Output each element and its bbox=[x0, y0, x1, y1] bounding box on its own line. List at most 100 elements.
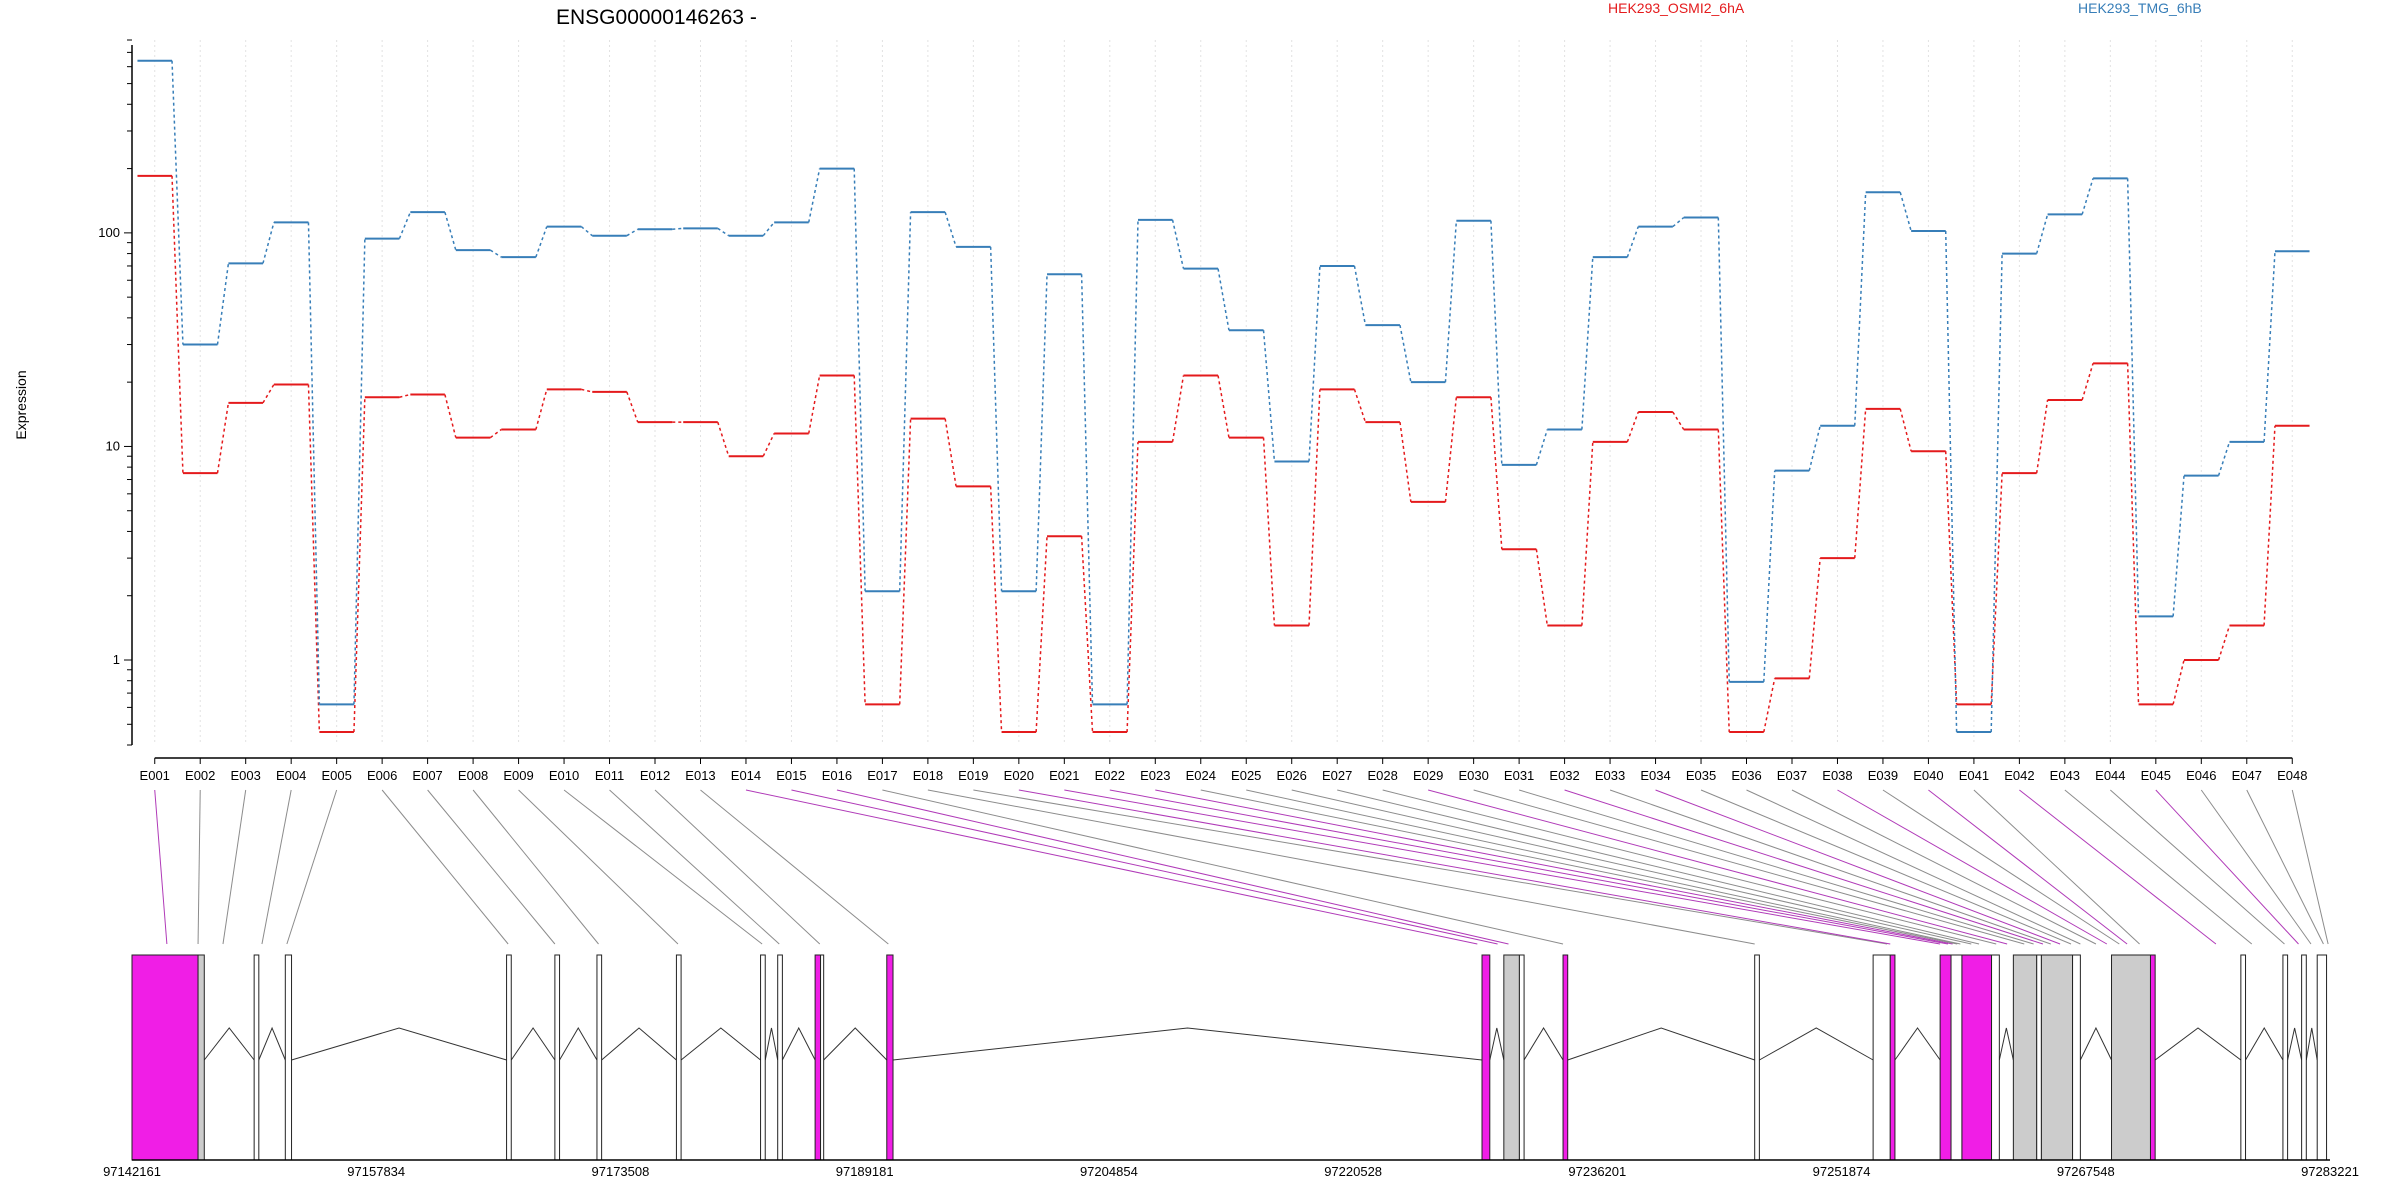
series-link bbox=[1262, 437, 1276, 626]
series-link bbox=[262, 384, 275, 404]
x-tick-label-e047: E047 bbox=[2232, 768, 2262, 783]
series-link bbox=[216, 263, 230, 345]
series-link bbox=[1808, 558, 1821, 679]
x-tick-label-e028: E028 bbox=[1367, 768, 1397, 783]
genomic-coordinate-label: 97267548 bbox=[2057, 1164, 2115, 1179]
genomic-coordinate-label: 97189181 bbox=[836, 1164, 894, 1179]
series-link bbox=[626, 391, 639, 423]
mapping-line-e037 bbox=[1791, 789, 2097, 945]
mapping-line-e032 bbox=[1564, 789, 2044, 945]
series-link bbox=[535, 226, 548, 258]
genomic-coordinate-label: 97204854 bbox=[1080, 1164, 1138, 1179]
exon-box bbox=[596, 954, 603, 1161]
exon-box bbox=[1503, 954, 1520, 1161]
x-tick-label-e003: E003 bbox=[231, 768, 261, 783]
intron-line bbox=[892, 1027, 1483, 1061]
x-tick-label-e025: E025 bbox=[1231, 768, 1261, 783]
series-link bbox=[1581, 257, 1594, 430]
series-link bbox=[989, 246, 1003, 592]
mapping-line-e007 bbox=[427, 789, 556, 945]
intron-line bbox=[2079, 1026, 2112, 1061]
genomic-coordinate-label: 97220528 bbox=[1324, 1164, 1382, 1179]
exon-box bbox=[1939, 954, 1952, 1161]
mapping-line-e017 bbox=[882, 789, 1564, 945]
x-tick-label-e020: E020 bbox=[1004, 768, 1034, 783]
mapping-line-e004 bbox=[261, 789, 292, 945]
mapping-line-e022 bbox=[1109, 789, 1949, 945]
x-tick-label-e031: E031 bbox=[1504, 768, 1534, 783]
intron-line bbox=[203, 1027, 255, 1061]
exon-box bbox=[2012, 954, 2038, 1161]
series-link bbox=[853, 375, 866, 705]
mapping-line-e006 bbox=[381, 789, 509, 945]
intron-line bbox=[764, 1027, 779, 1061]
y-tick-label: 10 bbox=[106, 438, 120, 453]
mapping-line-e020 bbox=[1018, 789, 1891, 945]
exon-box bbox=[886, 954, 894, 1161]
x-tick-label-e012: E012 bbox=[640, 768, 670, 783]
genomic-coordinate-label: 97142161 bbox=[103, 1164, 161, 1179]
mapping-line-e047 bbox=[2246, 789, 2324, 945]
mapping-line-e002 bbox=[197, 789, 201, 945]
x-tick-label-e015: E015 bbox=[776, 768, 806, 783]
mapping-line-e027 bbox=[1337, 789, 1980, 945]
intron-line bbox=[1567, 1027, 1755, 1061]
intron-line bbox=[1489, 1027, 1505, 1061]
series-link bbox=[717, 421, 730, 457]
series-link bbox=[216, 402, 230, 474]
x-tick-label-e008: E008 bbox=[458, 768, 488, 783]
series-link bbox=[1262, 330, 1276, 462]
series-link bbox=[989, 486, 1003, 733]
series-link bbox=[1581, 441, 1594, 626]
intron-line bbox=[510, 1027, 556, 1061]
mapping-line-e015 bbox=[791, 789, 1498, 945]
mapping-line-e014 bbox=[745, 789, 1478, 945]
x-tick-label-e023: E023 bbox=[1140, 768, 1170, 783]
series-link bbox=[1035, 536, 1048, 733]
exon-box bbox=[820, 954, 825, 1161]
genomic-coordinate-label: 97173508 bbox=[592, 1164, 650, 1179]
intron-line bbox=[2245, 1027, 2284, 1061]
series-link bbox=[807, 375, 821, 434]
genomic-coordinate-label: 97236201 bbox=[1568, 1164, 1626, 1179]
mapping-line-e008 bbox=[472, 789, 599, 945]
intron-line bbox=[1894, 1027, 1941, 1061]
exon-box bbox=[675, 954, 682, 1161]
mapping-line-e038 bbox=[1837, 789, 2108, 945]
exon-box bbox=[1950, 954, 1963, 1161]
series-link bbox=[853, 168, 866, 592]
series-link bbox=[2217, 625, 2231, 661]
series-1 bbox=[137, 174, 2310, 734]
series-link bbox=[489, 249, 502, 258]
series-link bbox=[2035, 399, 2049, 474]
mapping-line-e012 bbox=[654, 789, 821, 945]
exon-box bbox=[2316, 954, 2328, 1161]
series-link bbox=[1444, 220, 1458, 383]
x-tick-label-e041: E041 bbox=[1959, 768, 1989, 783]
exon-box bbox=[2040, 954, 2074, 1161]
series-link bbox=[1672, 411, 1685, 430]
x-tick-label-e048: E048 bbox=[2277, 768, 2307, 783]
series-link bbox=[1899, 408, 1912, 452]
series-link bbox=[1899, 192, 1912, 232]
series-link bbox=[807, 168, 821, 223]
x-tick-label-e010: E010 bbox=[549, 768, 579, 783]
mapping-line-e029 bbox=[1428, 789, 2008, 945]
series-link bbox=[171, 175, 184, 474]
mapping-line-e001 bbox=[154, 789, 168, 945]
mapping-line-e046 bbox=[2200, 789, 2312, 945]
mapping-line-e018 bbox=[927, 789, 1755, 945]
mapping-line-e035 bbox=[1700, 789, 2072, 945]
series-link bbox=[1171, 375, 1185, 443]
series-link bbox=[1535, 549, 1549, 626]
mapping-line-e019 bbox=[973, 789, 1888, 945]
x-tick-label-e006: E006 bbox=[367, 768, 397, 783]
series-link bbox=[762, 433, 775, 457]
series-link bbox=[171, 60, 184, 345]
x-tick-label-e017: E017 bbox=[867, 768, 897, 783]
x-tick-label-e004: E004 bbox=[276, 768, 306, 783]
mapping-line-e031 bbox=[1518, 789, 2034, 945]
series-link bbox=[1854, 408, 1867, 559]
series-link bbox=[944, 418, 957, 487]
series-link bbox=[1490, 397, 1503, 550]
